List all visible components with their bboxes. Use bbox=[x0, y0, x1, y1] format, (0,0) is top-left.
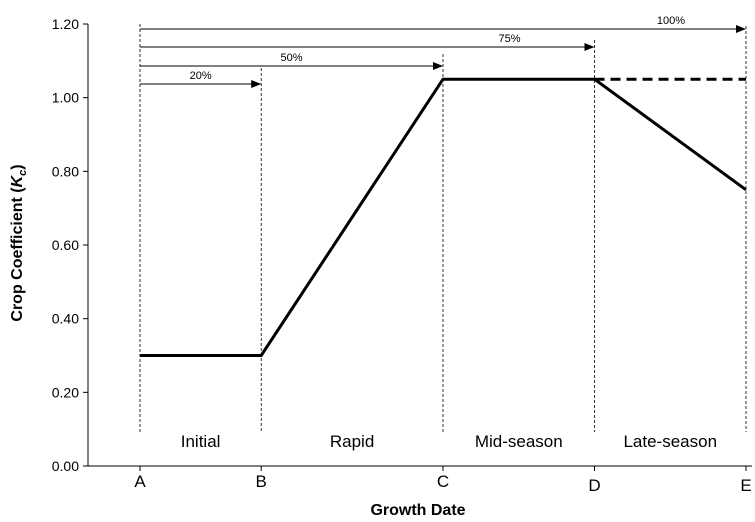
series-lines bbox=[140, 77, 747, 357]
stage-guides bbox=[139, 24, 747, 432]
chart-labels: 0.00 0.20 0.40 0.60 0.80 1.00 1.20 A B C D E 20% 50% 7… bbox=[52, 15, 752, 495]
y-tick-label: 0.60 bbox=[52, 237, 79, 253]
y-axis-title-main: Crop Coefficient ( bbox=[9, 187, 26, 322]
percent-label: 20% bbox=[190, 70, 212, 82]
y-axis-title: Crop Coefficient (Kc) bbox=[9, 164, 29, 321]
stage-label: Initial bbox=[181, 432, 221, 451]
y-axis-title-symbol: K bbox=[9, 174, 26, 187]
x-tick-label: E bbox=[740, 476, 751, 495]
percent-label: 50% bbox=[280, 52, 302, 64]
y-axis-title-subscript: c bbox=[17, 170, 29, 176]
x-tick-label: C bbox=[437, 472, 449, 491]
x-tick-label: A bbox=[134, 472, 146, 491]
chart-frame bbox=[83, 23, 752, 471]
stage-label: Rapid bbox=[330, 432, 374, 451]
x-tick-label: B bbox=[256, 472, 267, 491]
percent-label: 75% bbox=[498, 33, 520, 45]
percent-arrows bbox=[140, 25, 746, 88]
y-tick-label: 0.20 bbox=[52, 384, 79, 400]
y-axis-title-close: ) bbox=[9, 164, 26, 169]
y-tick-label: 1.00 bbox=[52, 90, 79, 106]
stage-label: Late-season bbox=[623, 432, 717, 451]
y-tick-label: 0.80 bbox=[52, 163, 79, 179]
x-tick-label: D bbox=[588, 476, 600, 495]
y-tick-label: 1.20 bbox=[52, 16, 79, 32]
y-tick-label: 0.40 bbox=[52, 311, 79, 327]
stage-label: Mid-season bbox=[475, 432, 563, 451]
y-tick-label: 0.00 bbox=[52, 458, 79, 474]
percent-label: 100% bbox=[657, 15, 685, 27]
kc-line bbox=[140, 77, 747, 357]
x-axis-title: Growth Date bbox=[370, 502, 465, 519]
